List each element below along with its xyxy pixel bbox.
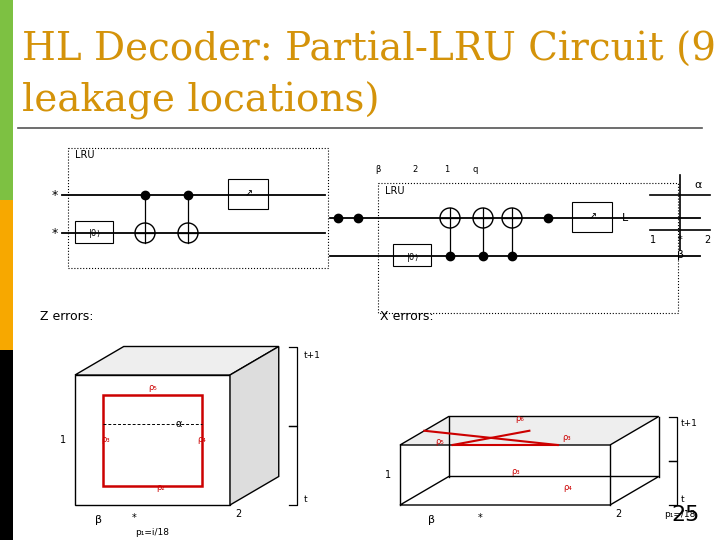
Text: ρ₂: ρ₂: [156, 483, 165, 491]
Text: α: α: [694, 180, 702, 190]
Bar: [103, 395, 202, 485]
Text: leakage locations): leakage locations): [22, 82, 379, 120]
Text: HL Decoder: Partial-LRU Circuit (9 data: HL Decoder: Partial-LRU Circuit (9 data: [22, 32, 720, 69]
Text: ρ₅: ρ₅: [436, 436, 444, 446]
Text: 1: 1: [60, 435, 66, 445]
Text: ρ₃: ρ₃: [511, 467, 520, 476]
Text: t+1: t+1: [304, 352, 320, 361]
Text: 2: 2: [413, 165, 418, 174]
Text: Z errors:: Z errors:: [40, 310, 94, 323]
Polygon shape: [400, 416, 659, 445]
Text: α: α: [176, 420, 182, 429]
Text: ρ₅: ρ₅: [148, 383, 157, 392]
Text: β: β: [375, 165, 381, 174]
Text: ρ₄: ρ₄: [564, 483, 572, 491]
Text: ρ₃: ρ₃: [562, 433, 571, 442]
Bar: [0, 0, 13, 200]
Text: $\nearrow$: $\nearrow$: [587, 211, 598, 221]
Bar: [0, 350, 13, 540]
Polygon shape: [400, 476, 659, 505]
Bar: [0, 200, 13, 350]
Text: 1: 1: [385, 470, 391, 480]
Text: p₁=/18: p₁=/18: [664, 510, 695, 519]
Text: *: *: [678, 235, 683, 245]
Text: $\nearrow$: $\nearrow$: [243, 188, 253, 198]
Polygon shape: [75, 347, 279, 375]
Bar: [572, 202, 612, 232]
Text: $|0\rangle$: $|0\rangle$: [405, 251, 418, 264]
Bar: [75, 221, 113, 243]
Text: t: t: [304, 495, 307, 504]
Text: L: L: [622, 213, 629, 223]
Text: *: *: [52, 188, 58, 201]
Text: LRU: LRU: [385, 186, 405, 196]
Bar: [393, 244, 431, 266]
Text: ρ₃: ρ₃: [102, 435, 110, 444]
Text: β: β: [95, 515, 102, 525]
Bar: [228, 179, 268, 209]
Polygon shape: [75, 375, 230, 505]
Text: β: β: [428, 515, 435, 525]
Text: 2: 2: [615, 509, 621, 519]
Text: q: q: [472, 165, 477, 174]
Text: X errors:: X errors:: [380, 310, 433, 323]
Text: β: β: [677, 250, 683, 260]
Text: 25: 25: [672, 505, 700, 525]
Text: t: t: [680, 495, 685, 504]
Text: $|0\rangle$: $|0\rangle$: [88, 227, 100, 240]
Text: *: *: [132, 513, 136, 523]
Text: 2: 2: [704, 235, 710, 245]
Text: *: *: [477, 513, 482, 523]
Text: 1: 1: [444, 165, 449, 174]
Text: p₁=i/18: p₁=i/18: [135, 528, 169, 537]
Text: ρ₆: ρ₆: [516, 414, 524, 423]
Text: 2: 2: [235, 509, 241, 519]
Polygon shape: [230, 347, 279, 505]
Text: LRU: LRU: [75, 150, 94, 160]
Text: t+1: t+1: [680, 420, 698, 429]
Bar: [68, 148, 328, 268]
Text: *: *: [52, 226, 58, 240]
Text: ρ₄: ρ₄: [198, 435, 207, 444]
Bar: [378, 183, 678, 313]
Text: 1: 1: [650, 235, 656, 245]
